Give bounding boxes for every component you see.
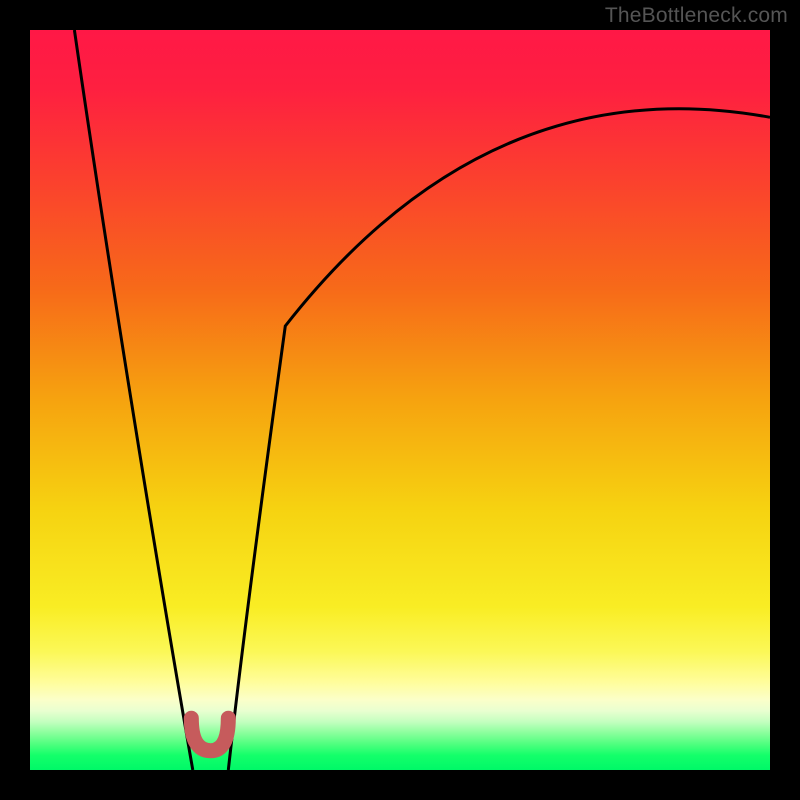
- chart-svg: [0, 0, 800, 800]
- watermark-text: TheBottleneck.com: [605, 4, 788, 28]
- chart-root: TheBottleneck.com: [0, 0, 800, 800]
